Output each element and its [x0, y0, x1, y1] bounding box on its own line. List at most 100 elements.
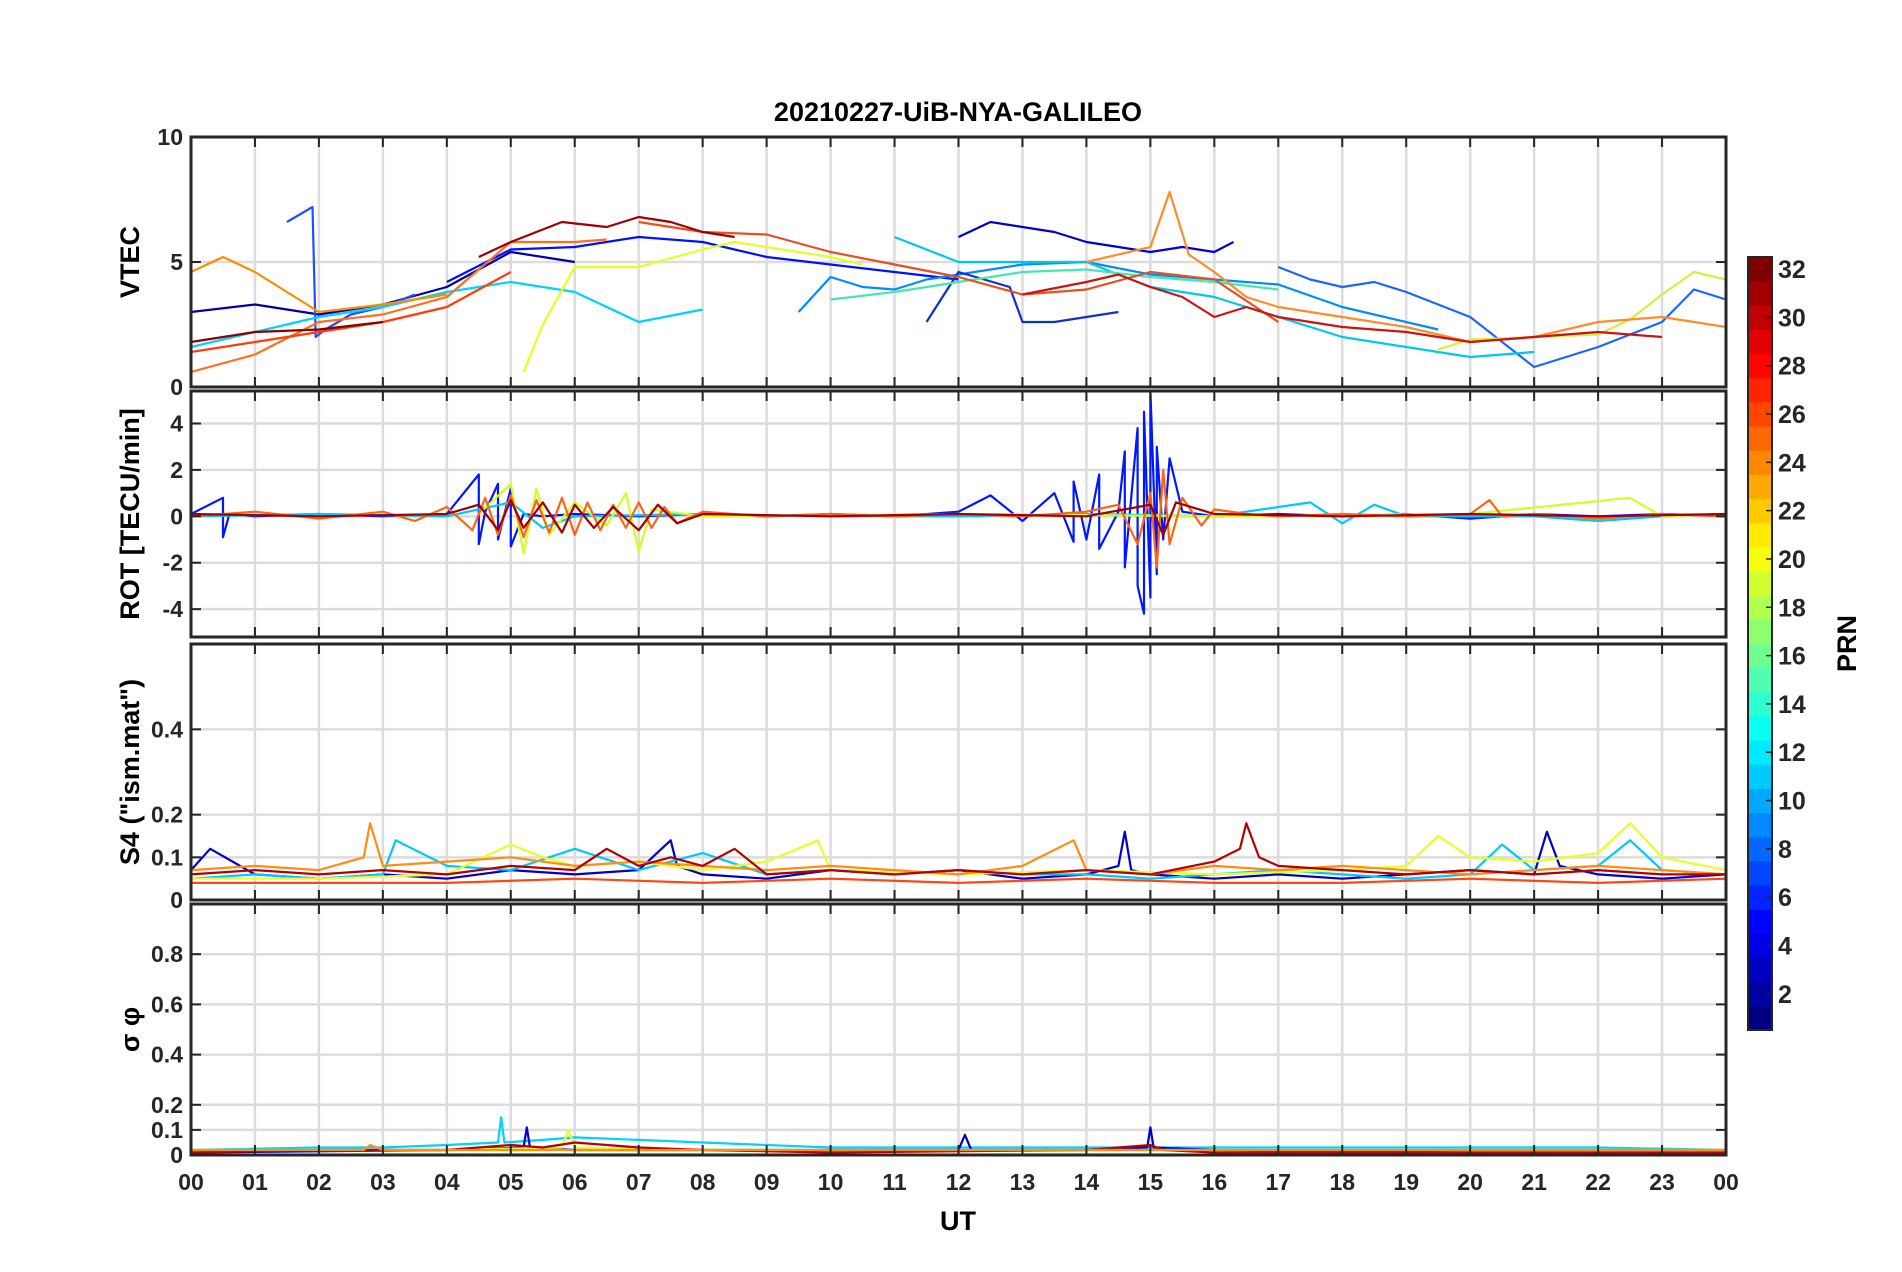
colorbar-swatch: [1748, 957, 1772, 983]
series-line-6: [925, 270, 1119, 324]
x-tick-label: 13: [1010, 1169, 1036, 1195]
colorbar-swatch: [1748, 377, 1772, 403]
x-tick-label: 03: [370, 1169, 396, 1195]
colorbar-frame: [1747, 256, 1773, 1031]
y-tick-label: 0: [170, 1142, 183, 1168]
x-tick-label: 22: [1585, 1169, 1611, 1195]
colorbar-swatch: [1748, 426, 1772, 451]
y-tick-label: 0.4: [151, 1042, 183, 1068]
x-tick-label: 05: [498, 1169, 524, 1195]
panel-4: 00.10.2 0.4 0.6 0.8 σ φ: [115, 902, 1728, 1168]
colorbar-tick-label: 28: [1778, 353, 1806, 381]
colorbar-tick-label: 2: [1778, 981, 1792, 1009]
y-tick-label: 0: [170, 503, 183, 529]
y-tick-label: 0: [170, 374, 183, 400]
series-line-12: [1437, 270, 1726, 351]
y-tick-label: 0.6: [151, 991, 183, 1017]
series-line-19: [1022, 273, 1663, 344]
colorbar-swatch: [1748, 281, 1772, 306]
colorbar-tick-label: 14: [1778, 691, 1806, 719]
y-tick-label: -4: [163, 596, 184, 622]
series-line-11: [522, 240, 863, 373]
x-tick-labels: 00 01 02 03 04 05 06 07 08 09 10 11 12 13 14 15 16 17 18 19…: [178, 1169, 1739, 1195]
x-tick-label: 14: [1074, 1169, 1100, 1195]
x-tick-label: 01: [242, 1169, 268, 1195]
series-line-14: [191, 238, 607, 374]
y-tick-label: 0.8: [151, 941, 183, 967]
y-axis-label: ROT [TECU/min]: [115, 408, 145, 619]
x-tick-label: 16: [1202, 1169, 1228, 1195]
series-line-18: [478, 215, 735, 258]
colorbar-tick-label: 16: [1778, 643, 1806, 671]
colorbar-swatch: [1748, 619, 1772, 644]
panel-3: 0 0.1 0.2 0.4S4 ("ism.mat"): [115, 642, 1728, 913]
colorbar-swatch: [1748, 764, 1772, 789]
series-line-17: [191, 271, 512, 354]
y-tick-label: -2: [163, 550, 183, 576]
colorbar-tick-label: 20: [1778, 546, 1806, 574]
colorbar-tick-label: 6: [1778, 884, 1792, 912]
y-axis-label: σ φ: [115, 1007, 145, 1052]
x-tick-label: 11: [882, 1169, 907, 1195]
colorbar-swatch: [1748, 812, 1772, 838]
chart-title: 20210227-UiB-NYA-GALILEO: [774, 97, 1142, 127]
y-axis-label: VTEC: [115, 226, 145, 298]
series-group: [191, 391, 1726, 615]
y-tick-label: 10: [157, 124, 183, 150]
series-group: [191, 190, 1726, 374]
series-line-20: [191, 320, 384, 344]
x-tick-label: 08: [690, 1169, 716, 1195]
series-group: [191, 822, 1726, 885]
colorbar-swatch: [1748, 715, 1772, 741]
x-tick-label: 10: [818, 1169, 844, 1195]
y-tick-label: 2: [170, 457, 183, 483]
x-tick-label: 23: [1649, 1169, 1675, 1195]
grid: [191, 904, 1726, 1155]
colorbar-tick-label: 10: [1778, 788, 1806, 816]
x-tick-label: 00: [1713, 1169, 1739, 1195]
series-line-6: [191, 877, 1726, 885]
x-tick-label: 17: [1265, 1169, 1291, 1195]
x-tick-label: 02: [306, 1169, 332, 1195]
colorbar-swatch: [1748, 909, 1772, 934]
series-line-16: [638, 220, 1279, 323]
x-tick-label: 04: [434, 1169, 460, 1195]
y-tick-label: 0.4: [151, 716, 183, 742]
panel-2: -4 -2 0 2 4 ROT [TECU/min]: [115, 389, 1728, 639]
y-tick-label: 0.1: [151, 1117, 183, 1143]
colorbar-swatch: [1748, 329, 1772, 355]
y-tick-label: 0.1: [151, 844, 183, 870]
x-tick-label: 07: [626, 1169, 652, 1195]
series-line-5: [191, 822, 1726, 876]
y-tick-label: 4: [170, 410, 183, 436]
colorbar-swatch: [1748, 1005, 1772, 1031]
series-line-9: [894, 235, 1535, 359]
series-line-4: [797, 260, 1439, 331]
grid: [191, 644, 1726, 900]
series-line-2: [191, 1126, 1726, 1154]
series-line-5: [958, 220, 1235, 254]
panel-1: 0 5 10 VTEC: [115, 124, 1728, 400]
x-tick-label: 19: [1393, 1169, 1419, 1195]
y-tick-label: 0.2: [151, 802, 183, 828]
y-tick-label: 5: [170, 249, 183, 275]
y-tick-label: 0.2: [151, 1092, 183, 1118]
colorbar-tick-label: 12: [1778, 739, 1806, 767]
colorbar-tick-label: 22: [1778, 498, 1806, 526]
colorbar-swatch: [1748, 522, 1772, 548]
colorbar-tick-label: 8: [1778, 836, 1792, 864]
series-line-7: [1277, 265, 1726, 369]
x-tick-label: 12: [946, 1169, 972, 1195]
series-line-5: [191, 499, 1726, 537]
series-line-2: [446, 235, 959, 283]
series-line-13: [191, 255, 447, 314]
colorbar-tick-label: 30: [1778, 304, 1806, 332]
colorbar-tick-label: 26: [1778, 401, 1806, 429]
colorbar-tick-label: 18: [1778, 594, 1806, 622]
series-line-8: [191, 280, 703, 349]
x-tick-label: 09: [754, 1169, 780, 1195]
x-axis-label: UT: [940, 1206, 976, 1236]
